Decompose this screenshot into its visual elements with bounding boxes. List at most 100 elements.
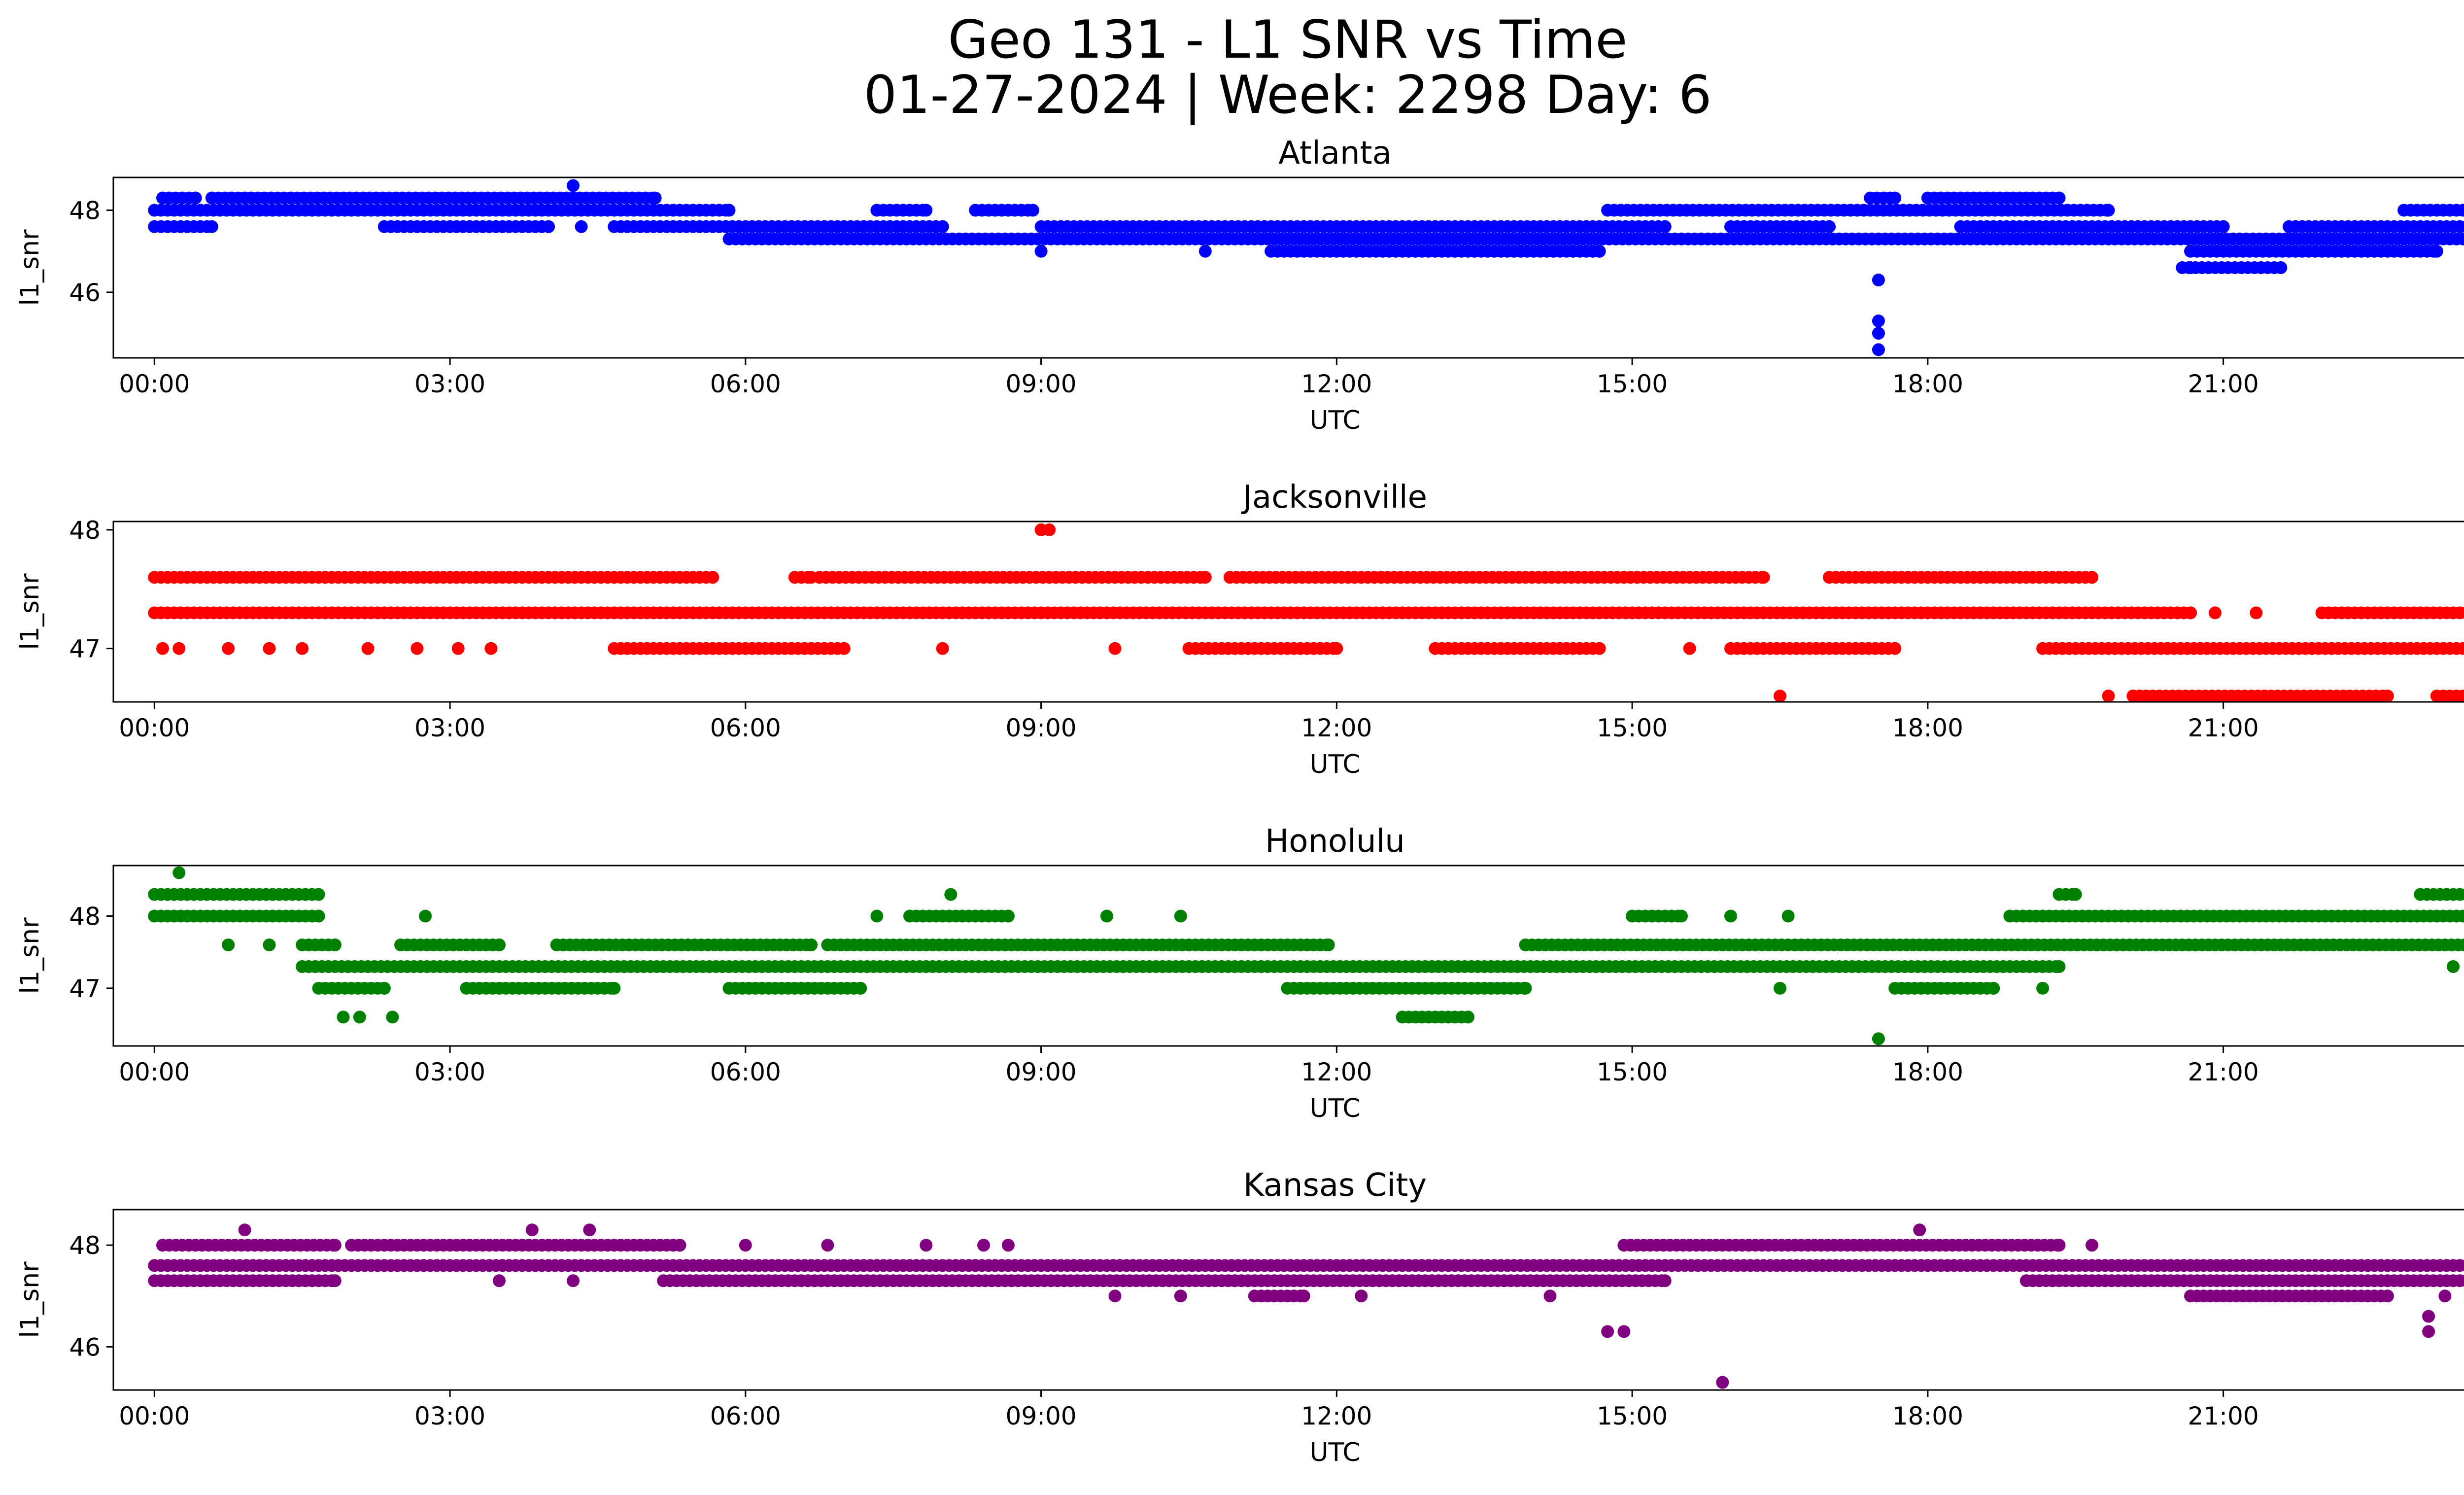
- data-point: [411, 642, 424, 655]
- y-axis-label: l1_snr: [15, 917, 45, 994]
- data-point: [1174, 1289, 1187, 1303]
- data-point: [328, 939, 342, 951]
- data-point: [583, 1223, 596, 1237]
- data-point: [673, 1239, 686, 1252]
- data-point: [361, 642, 375, 655]
- x-tick-label: 09:00: [1006, 370, 1077, 398]
- data-point: [328, 1274, 342, 1287]
- data-point: [296, 642, 309, 655]
- figure-subtitle: 01-27-2024 | Week: 2298 Day: 6: [863, 65, 1712, 125]
- data-point: [2447, 960, 2460, 973]
- x-tick-label: 21:00: [2188, 714, 2259, 742]
- y-tick-label: 47: [69, 635, 101, 663]
- axes-frame: [112, 176, 2464, 359]
- x-tick-label: 06:00: [710, 370, 781, 398]
- data-point: [2422, 1325, 2435, 1338]
- data-point: [419, 909, 432, 923]
- x-tick-label: 00:00: [119, 1402, 190, 1430]
- data-point: [1043, 523, 1056, 536]
- data-point: [222, 939, 235, 951]
- data-point: [353, 1010, 366, 1024]
- data-point: [1774, 981, 1786, 995]
- subplot-honolulu: Honolulu 00:00 03:00 06:00 09:00 12:00 15:00 18…: [15, 823, 2464, 1123]
- data-point: [1593, 244, 1606, 258]
- x-tick-label: 18:00: [1892, 370, 1963, 398]
- data-point: [1617, 1325, 1631, 1338]
- x-tick-label: 15:00: [1597, 714, 1668, 742]
- data-point: [2208, 606, 2222, 620]
- data-point: [870, 909, 884, 923]
- data-point: [2274, 261, 2288, 274]
- data-point: [2086, 571, 2098, 584]
- data-point: [567, 1274, 580, 1287]
- data-point: [493, 939, 506, 951]
- y-tick-label: 48: [69, 197, 101, 225]
- data-point: [2381, 690, 2394, 702]
- y-tick-label: 48: [69, 1231, 101, 1260]
- subplot-title: Honolulu: [1265, 823, 1405, 860]
- data-point: [1987, 981, 2000, 995]
- data-point: [205, 220, 218, 233]
- data-point: [337, 1010, 350, 1024]
- x-tick-label: 15:00: [1597, 370, 1668, 398]
- x-tick-label: 18:00: [1892, 1402, 1963, 1430]
- data-point: [1461, 1010, 1474, 1024]
- data-point: [2069, 888, 2082, 901]
- data-point: [2460, 607, 2464, 619]
- data-point: [608, 981, 621, 995]
- data-point: [1322, 939, 1335, 951]
- data-point: [1888, 642, 1902, 655]
- data-point: [936, 220, 949, 233]
- data-point: [2053, 1239, 2066, 1252]
- axes-frame: [112, 521, 2464, 703]
- data-point: [172, 866, 186, 879]
- data-point: [944, 888, 958, 901]
- x-tick-label: 12:00: [1301, 370, 1372, 398]
- data-point: [493, 1274, 506, 1287]
- x-tick-label: 06:00: [710, 1402, 781, 1430]
- x-axis-label: UTC: [1309, 1438, 1360, 1467]
- figure-title: Geo 131 - L1 SNR vs Time: [948, 9, 1628, 70]
- x-tick-label: 18:00: [1892, 1058, 1963, 1086]
- data-point: [2217, 220, 2230, 233]
- data-point: [377, 981, 391, 995]
- data-point: [1601, 1325, 1614, 1338]
- data-point: [484, 642, 498, 655]
- subplot-jacksonville: Jacksonville 00:00 03:00 06:00 09:00 12:00 15:…: [15, 479, 2464, 779]
- data-point: [2184, 261, 2197, 274]
- data-point: [977, 1239, 990, 1252]
- subplot-atlanta: Atlanta 00:00 03:00 06:00 09:00 12:00 15:00 18:…: [15, 135, 2464, 435]
- data-point: [238, 1223, 251, 1237]
- x-axis-label: UTC: [1309, 1094, 1360, 1123]
- x-tick-label: 00:00: [119, 370, 190, 398]
- x-tick-label: 09:00: [1006, 714, 1077, 742]
- data-points: [148, 179, 2464, 356]
- data-point: [575, 220, 588, 233]
- x-tick-label: 03:00: [414, 1402, 485, 1430]
- data-point: [2438, 1289, 2452, 1303]
- data-point: [1108, 642, 1122, 655]
- data-point: [2430, 244, 2443, 258]
- data-point: [1198, 244, 1212, 258]
- data-point: [2053, 960, 2066, 973]
- data-point: [854, 981, 867, 995]
- data-point: [1774, 690, 1786, 702]
- x-tick-label: 09:00: [1006, 1058, 1077, 1086]
- data-point: [920, 1239, 933, 1252]
- y-axis-label: l1_snr: [15, 1261, 45, 1338]
- x-tick-label: 09:00: [1006, 1402, 1077, 1430]
- x-tick-label: 06:00: [710, 714, 781, 742]
- x-tick-label: 12:00: [1301, 1402, 1372, 1430]
- data-point: [542, 220, 555, 233]
- subplot-kansas-city: Kansas City 00:00 03:00 06:00 09:00 12:00 15:0…: [15, 1167, 2464, 1467]
- data-points: [148, 866, 2464, 1045]
- x-tick-label: 12:00: [1301, 714, 1372, 742]
- data-point: [1872, 274, 1885, 286]
- data-point: [1198, 571, 1212, 584]
- x-tick-label: 21:00: [2188, 1402, 2259, 1430]
- data-point: [1658, 220, 1672, 233]
- x-axis-label: UTC: [1309, 750, 1360, 779]
- data-point: [805, 939, 818, 951]
